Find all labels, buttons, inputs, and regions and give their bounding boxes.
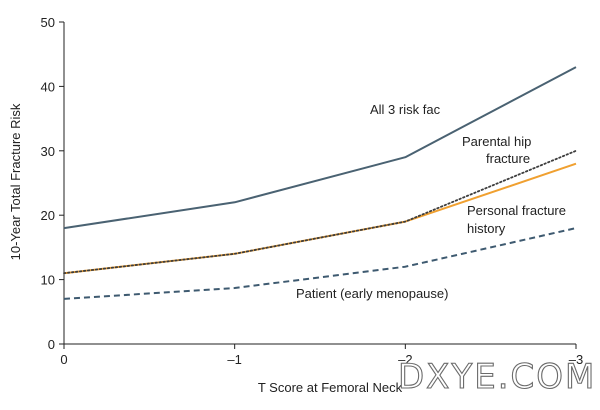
series-labels: All 3 risk fac Parental hip fracture Per… [296, 102, 566, 301]
series-group [63, 66, 577, 300]
series-line-parental-hip-fracture [63, 149, 577, 275]
x-axis-title: T Score at Femoral Neck [258, 380, 403, 395]
x-tick-label: –1 [227, 352, 241, 367]
label-personal-fracture-line1: Personal fracture [467, 203, 566, 218]
x-tick-label: –3 [569, 352, 583, 367]
y-tick-label: 20 [41, 208, 55, 223]
y-tick-label: 50 [41, 15, 55, 30]
y-tick-label: 0 [48, 337, 55, 352]
y-tick-label: 30 [41, 144, 55, 159]
label-patient-early-menopause: Patient (early menopause) [296, 286, 448, 301]
label-parental-hip-line1: Parental hip [462, 134, 531, 149]
axes: 0 10 20 30 40 50 0 –1 –2 –3 [41, 15, 584, 367]
series-line-patient-early-menopause [63, 227, 577, 300]
series-line-all-3-risk-factors [63, 66, 577, 230]
label-personal-fracture-line2: history [467, 221, 506, 236]
x-tick-label: –2 [398, 352, 412, 367]
y-tick-label: 40 [41, 79, 55, 94]
x-tick-label: 0 [60, 352, 67, 367]
label-parental-hip-line2: fracture [486, 151, 530, 166]
y-tick-label: 10 [41, 273, 55, 288]
label-all-3-risk-factors: All 3 risk fac [370, 102, 441, 117]
y-axis-title: 10-Year Total Fracture Risk [8, 103, 23, 260]
watermark-text: DXYE.COM [398, 357, 596, 397]
